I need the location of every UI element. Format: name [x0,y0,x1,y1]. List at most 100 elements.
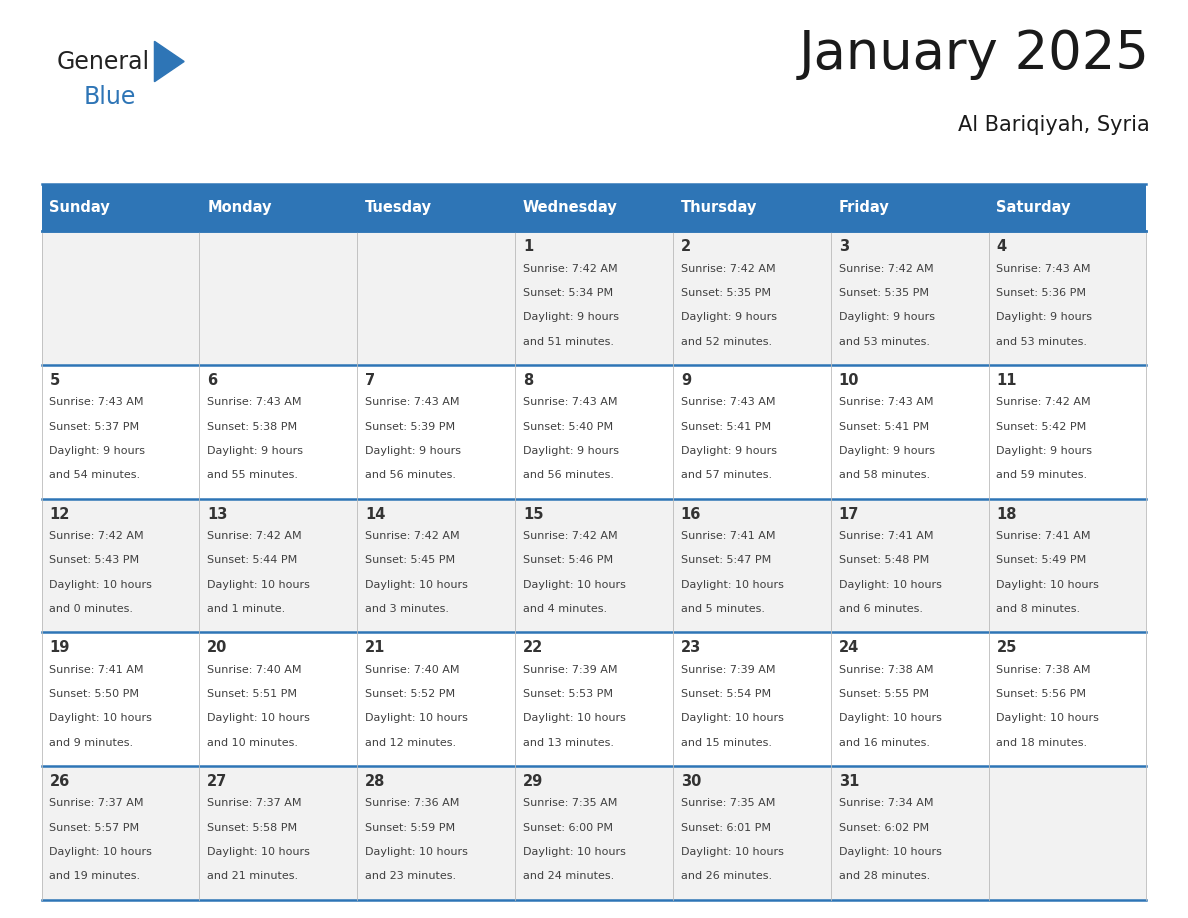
Text: Sunrise: 7:37 AM: Sunrise: 7:37 AM [50,799,144,809]
Text: Sunset: 5:53 PM: Sunset: 5:53 PM [523,688,613,699]
Text: Sunrise: 7:35 AM: Sunrise: 7:35 AM [523,799,618,809]
Text: and 54 minutes.: and 54 minutes. [50,470,140,480]
Text: and 12 minutes.: and 12 minutes. [365,737,456,747]
Text: and 57 minutes.: and 57 minutes. [681,470,772,480]
Text: and 51 minutes.: and 51 minutes. [523,337,614,347]
Text: Sunrise: 7:41 AM: Sunrise: 7:41 AM [997,531,1091,541]
FancyBboxPatch shape [516,498,672,633]
FancyBboxPatch shape [200,498,358,633]
Text: 27: 27 [207,774,228,789]
Text: Sunrise: 7:42 AM: Sunrise: 7:42 AM [50,531,144,541]
FancyBboxPatch shape [516,766,672,900]
Text: Sunrise: 7:43 AM: Sunrise: 7:43 AM [997,263,1091,274]
Text: Monday: Monday [207,200,272,215]
Text: 23: 23 [681,641,701,655]
FancyBboxPatch shape [988,184,1146,231]
Text: and 21 minutes.: and 21 minutes. [207,871,298,881]
Text: 14: 14 [365,507,386,521]
Text: and 26 minutes.: and 26 minutes. [681,871,772,881]
Text: Sunset: 5:44 PM: Sunset: 5:44 PM [207,555,297,565]
FancyBboxPatch shape [358,231,516,365]
Text: 4: 4 [997,240,1006,254]
FancyBboxPatch shape [672,498,830,633]
Text: 16: 16 [681,507,701,521]
Text: Sunset: 5:35 PM: Sunset: 5:35 PM [681,288,771,298]
Text: Daylight: 10 hours: Daylight: 10 hours [365,847,468,856]
Text: Sunset: 5:50 PM: Sunset: 5:50 PM [50,688,139,699]
Text: 10: 10 [839,373,859,388]
Text: 28: 28 [365,774,386,789]
Text: Sunrise: 7:36 AM: Sunrise: 7:36 AM [365,799,460,809]
Text: Sunset: 5:52 PM: Sunset: 5:52 PM [365,688,455,699]
Text: Sunrise: 7:38 AM: Sunrise: 7:38 AM [839,665,933,675]
Text: Sunrise: 7:43 AM: Sunrise: 7:43 AM [681,397,776,408]
Text: and 53 minutes.: and 53 minutes. [839,337,930,347]
Text: 21: 21 [365,641,386,655]
Text: and 9 minutes.: and 9 minutes. [50,737,133,747]
Text: Daylight: 10 hours: Daylight: 10 hours [839,713,942,723]
FancyBboxPatch shape [200,766,358,900]
Text: Daylight: 9 hours: Daylight: 9 hours [523,446,619,456]
Text: 30: 30 [681,774,701,789]
FancyBboxPatch shape [988,498,1146,633]
Text: Sunset: 5:41 PM: Sunset: 5:41 PM [839,421,929,431]
Text: Sunset: 5:38 PM: Sunset: 5:38 PM [207,421,297,431]
Text: Sunset: 6:01 PM: Sunset: 6:01 PM [681,823,771,833]
FancyBboxPatch shape [516,184,672,231]
Text: Saturday: Saturday [997,200,1070,215]
FancyBboxPatch shape [830,633,988,766]
FancyBboxPatch shape [672,184,830,231]
FancyBboxPatch shape [358,633,516,766]
Text: and 53 minutes.: and 53 minutes. [997,337,1087,347]
Text: Daylight: 10 hours: Daylight: 10 hours [207,847,310,856]
FancyBboxPatch shape [830,184,988,231]
Text: Daylight: 10 hours: Daylight: 10 hours [50,847,152,856]
FancyBboxPatch shape [42,498,200,633]
Text: Sunrise: 7:42 AM: Sunrise: 7:42 AM [839,263,934,274]
FancyBboxPatch shape [200,365,358,498]
Text: Sunset: 5:45 PM: Sunset: 5:45 PM [365,555,455,565]
Text: Daylight: 9 hours: Daylight: 9 hours [839,312,935,322]
Text: 7: 7 [365,373,375,388]
Text: 17: 17 [839,507,859,521]
Text: 19: 19 [50,641,70,655]
Text: Sunset: 6:02 PM: Sunset: 6:02 PM [839,823,929,833]
Text: Daylight: 9 hours: Daylight: 9 hours [50,446,145,456]
FancyBboxPatch shape [358,184,516,231]
Text: Sunrise: 7:40 AM: Sunrise: 7:40 AM [365,665,460,675]
Text: Daylight: 9 hours: Daylight: 9 hours [839,446,935,456]
Text: Sunset: 5:48 PM: Sunset: 5:48 PM [839,555,929,565]
Text: Daylight: 10 hours: Daylight: 10 hours [997,713,1099,723]
FancyBboxPatch shape [200,184,358,231]
FancyBboxPatch shape [516,633,672,766]
Text: 11: 11 [997,373,1017,388]
Text: 31: 31 [839,774,859,789]
Text: 8: 8 [523,373,533,388]
Text: Thursday: Thursday [681,200,757,215]
FancyBboxPatch shape [830,766,988,900]
Text: 26: 26 [50,774,70,789]
Text: Daylight: 10 hours: Daylight: 10 hours [50,579,152,589]
Text: Daylight: 9 hours: Daylight: 9 hours [365,446,461,456]
Text: 20: 20 [207,641,228,655]
FancyBboxPatch shape [672,365,830,498]
Text: Daylight: 9 hours: Daylight: 9 hours [207,446,303,456]
Text: 2: 2 [681,240,691,254]
Text: and 52 minutes.: and 52 minutes. [681,337,772,347]
Text: Sunset: 6:00 PM: Sunset: 6:00 PM [523,823,613,833]
FancyBboxPatch shape [830,231,988,365]
Text: Sunset: 5:59 PM: Sunset: 5:59 PM [365,823,455,833]
Text: 29: 29 [523,774,543,789]
Text: Daylight: 10 hours: Daylight: 10 hours [523,847,626,856]
Text: Al Bariqiyah, Syria: Al Bariqiyah, Syria [959,115,1150,135]
FancyBboxPatch shape [830,498,988,633]
Text: Sunset: 5:51 PM: Sunset: 5:51 PM [207,688,297,699]
FancyBboxPatch shape [358,498,516,633]
Text: and 56 minutes.: and 56 minutes. [365,470,456,480]
Text: Sunrise: 7:37 AM: Sunrise: 7:37 AM [207,799,302,809]
Text: Sunset: 5:57 PM: Sunset: 5:57 PM [50,823,140,833]
Text: Daylight: 10 hours: Daylight: 10 hours [681,579,784,589]
Text: Daylight: 10 hours: Daylight: 10 hours [681,713,784,723]
Text: Daylight: 9 hours: Daylight: 9 hours [681,446,777,456]
Text: Sunrise: 7:40 AM: Sunrise: 7:40 AM [207,665,302,675]
